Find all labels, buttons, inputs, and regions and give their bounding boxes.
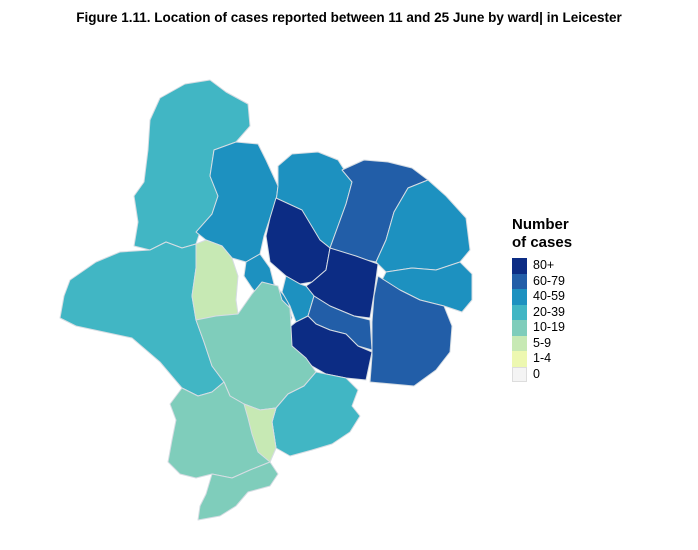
legend-swatch	[512, 366, 527, 382]
legend-swatch	[512, 351, 527, 367]
legend-swatch	[512, 335, 527, 351]
legend-item: 0	[512, 366, 572, 382]
legend-title: Number of cases	[512, 216, 572, 252]
legend-item: 1-4	[512, 351, 572, 367]
figure-title: Figure 1.11. Location of cases reported …	[76, 10, 622, 25]
legend-item: 60-79	[512, 273, 572, 289]
legend-label: 80+	[533, 258, 555, 273]
legend-label: 10-19	[533, 320, 565, 335]
legend-swatch	[512, 289, 527, 305]
legend-label: 5-9	[533, 335, 552, 350]
legend-item: 80+	[512, 258, 572, 274]
ward-south-lower[interactable]	[243, 403, 277, 463]
legend-item: 40-59	[512, 289, 572, 305]
legend-swatch	[512, 273, 527, 289]
legend-title-line2: of cases	[512, 234, 573, 251]
legend-swatch	[512, 258, 527, 274]
map-legend: Number of cases 80+ 60-79 40-59 20-39 10…	[512, 216, 572, 382]
legend-label: 20-39	[533, 304, 565, 319]
legend-label: 1-4	[533, 351, 552, 366]
legend-label: 40-59	[533, 289, 565, 304]
ward-south-east-lower[interactable]	[271, 371, 361, 457]
legend-item: 20-39	[512, 304, 572, 320]
legend-swatch	[512, 320, 527, 336]
ward-south-east[interactable]	[369, 275, 453, 387]
legend-label: 60-79	[533, 273, 565, 288]
ward-south-tip[interactable]	[197, 461, 279, 521]
legend-items: 80+ 60-79 40-59 20-39 10-19 5-9 1-4 0	[512, 258, 572, 382]
legend-item: 5-9	[512, 335, 572, 351]
legend-title-line1: Number	[512, 216, 569, 233]
legend-swatch	[512, 304, 527, 320]
ward-western-park[interactable]	[191, 239, 239, 321]
ward-central-a[interactable]	[265, 197, 331, 285]
legend-label: 0	[533, 366, 540, 381]
legend-item: 10-19	[512, 320, 572, 336]
